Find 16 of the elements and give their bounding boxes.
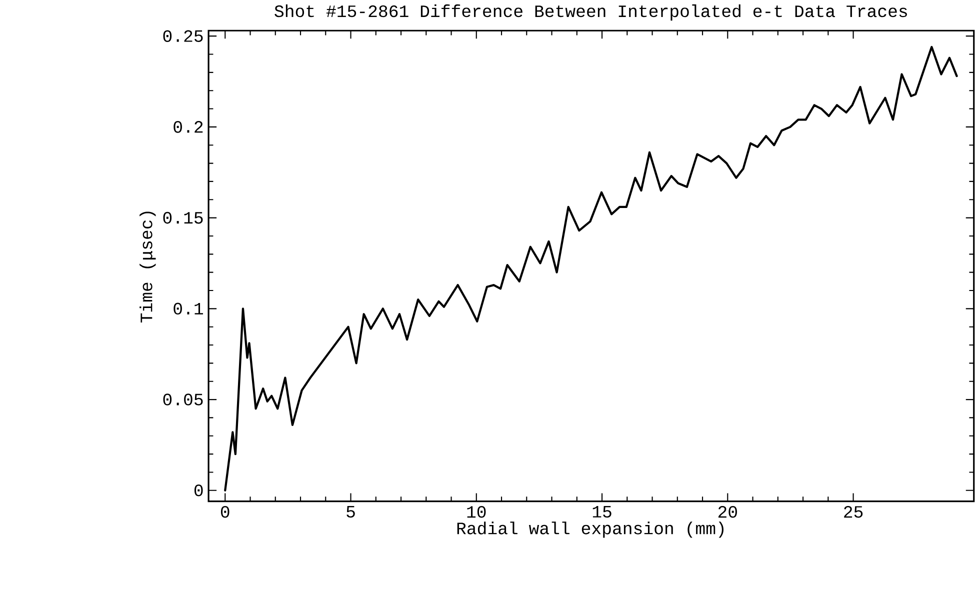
y-tick-label: 0.2 [174,120,203,133]
y-tick-label: 0.05 [163,393,203,406]
y-tick-label: 0.25 [163,30,203,42]
chart-title: Shot #15-2861 Difference Between Interpolated e-t Data Traces [274,4,907,20]
x-tick-label: 0 [220,506,230,518]
x-axis-title: Radial wall expansion (mm) [457,521,724,538]
line-series [224,46,958,492]
x-tick-label: 10 [467,506,486,518]
x-tick-label: 15 [592,506,612,518]
y-tick-label: 0 [194,484,203,496]
x-tick-label: 20 [718,506,737,518]
y-tick-label: 0.15 [163,212,203,224]
y-axis-title: Time (μsec) [140,212,156,322]
x-tick-label: 5 [346,506,355,518]
y-tick-label: 0.1 [174,302,203,314]
x-tick-label: 25 [844,506,863,518]
